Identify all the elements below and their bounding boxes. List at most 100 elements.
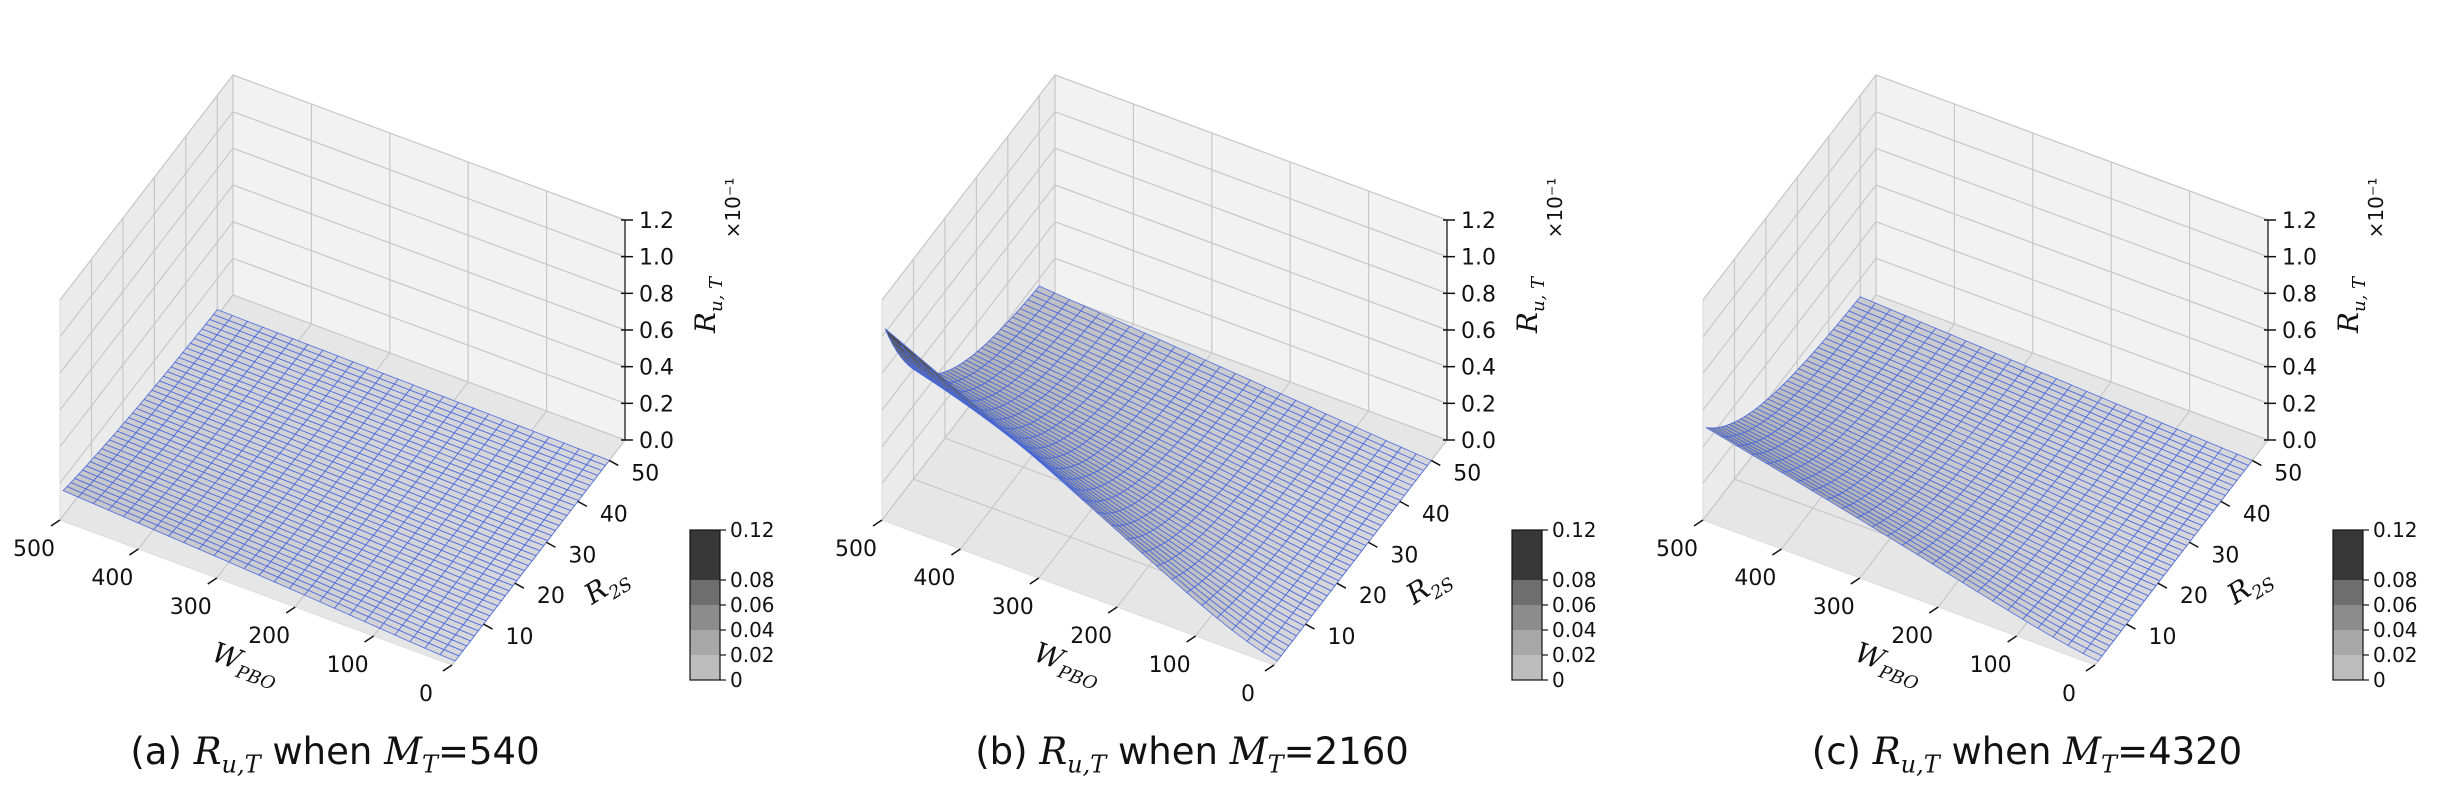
- colorbar-tick-label: 0.06: [730, 593, 775, 617]
- y-tick-mark: [483, 623, 493, 630]
- grid-line-z: [1702, 220, 2269, 448]
- y-tick-mark: [2157, 582, 2168, 589]
- grid-line-z: [59, 74, 626, 301]
- x-tick-mark: [1264, 664, 1275, 672]
- z-tick-label: 0.4: [639, 356, 674, 381]
- y-tick-label: 40: [600, 502, 628, 527]
- x-axis-label-sub: PBO: [1875, 661, 1921, 695]
- z-axis-label-sym: R: [2332, 312, 2365, 334]
- grid-line-z: [881, 257, 1448, 484]
- colorbar-tick-label: 0.04: [1552, 618, 1597, 642]
- x-axis-label-sub: PBO: [232, 661, 278, 695]
- x-tick-mark: [1850, 577, 1861, 585]
- z-tick-label: 1.0: [2282, 246, 2317, 271]
- z-tick-label: 0.0: [639, 429, 674, 454]
- z-axis-label-sub: u, T: [706, 275, 727, 312]
- z-tick-label: 0.2: [1461, 392, 1496, 417]
- colorbar-segment: [2333, 630, 2363, 655]
- z-tick-label: 0.0: [2282, 429, 2317, 454]
- x-tick-mark: [2007, 635, 2018, 643]
- z-axis-label-sub: u, T: [2349, 275, 2370, 312]
- surface: [62, 309, 611, 662]
- surface-patch: [1705, 427, 1726, 438]
- grid-line-z: [881, 110, 1448, 338]
- y-tick-mark: [545, 541, 556, 548]
- colorbar-tick-label: 0: [1552, 668, 1565, 692]
- x-tick-mark: [285, 606, 296, 614]
- y-tick-label: 20: [1359, 584, 1387, 609]
- z-tick-label: 0.0: [1461, 429, 1496, 454]
- z-tick-label: 0.2: [639, 392, 674, 417]
- grid-line-z: [881, 184, 1448, 411]
- x-tick-label: 500: [835, 537, 877, 562]
- x-tick-mark: [1107, 606, 1118, 614]
- colorbar-tick-label: 0.12: [1552, 518, 1597, 542]
- x-tick-mark: [207, 577, 218, 585]
- x-tick-label: 400: [1734, 566, 1776, 591]
- colorbar-tick-label: 0.02: [2373, 643, 2418, 667]
- y-tick-mark: [2220, 500, 2231, 508]
- grid-line-z: [1702, 74, 2269, 301]
- y-tick-label: 10: [2148, 625, 2176, 650]
- z-multiplier: ×10⁻¹: [2364, 178, 2388, 239]
- z-tick-label: 0.6: [639, 319, 674, 344]
- colorbar-segment: [2333, 580, 2363, 605]
- grid-line-z: [59, 110, 626, 338]
- colorbar-tick-label: 0: [2373, 668, 2386, 692]
- y-tick-mark: [608, 459, 619, 467]
- x-tick-label: 300: [170, 595, 212, 620]
- colorbar-tick-label: 0.04: [2373, 618, 2418, 642]
- x-tick-label: 500: [13, 537, 55, 562]
- colorbar-segment: [690, 630, 720, 655]
- y-tick-mark: [1305, 623, 1315, 630]
- z-tick-label: 0.2: [2282, 392, 2317, 417]
- y-tick-label: 40: [1422, 502, 1450, 527]
- y-tick-label: 40: [2243, 502, 2271, 527]
- colorbar-segment: [1512, 580, 1542, 605]
- colorbar-segment: [1512, 605, 1542, 630]
- z-axis-label: Ru, T: [2332, 275, 2370, 334]
- z-tick-label: 1.0: [1461, 246, 1496, 271]
- z-tick-label: 1.2: [1461, 209, 1496, 234]
- colorbar-segment: [1512, 630, 1542, 655]
- z-axis-label: Ru, T: [1511, 275, 1549, 334]
- z-tick-label: 0.6: [1461, 319, 1496, 344]
- grid-line-z: [1702, 184, 2269, 411]
- colorbar-tick-label: 0.04: [730, 618, 775, 642]
- x-tick-label: 100: [1149, 653, 1191, 678]
- x-tick-mark: [1029, 577, 1040, 585]
- z-axis-label-sym: R: [689, 312, 722, 334]
- x-tick-mark: [1693, 519, 1704, 527]
- grid-line-z: [881, 147, 1448, 374]
- y-tick-label: 50: [2274, 461, 2302, 486]
- x-tick-label: 0: [1241, 682, 1255, 707]
- surface-patch: [62, 486, 83, 498]
- y-tick-mark: [1336, 582, 1347, 589]
- x-tick-label: 100: [1970, 653, 2012, 678]
- colorbar: 0.12 0.080.060.040.020: [1511, 518, 1597, 692]
- x-tick-label: 400: [913, 566, 955, 591]
- y-tick-label: 10: [505, 625, 533, 650]
- colorbar-segment: [1512, 655, 1542, 680]
- caption-b: (b) Ru,T when MT=2160: [975, 730, 1409, 779]
- x-tick-mark: [364, 635, 375, 643]
- colorbar-segment: [690, 580, 720, 605]
- colorbar-tick-label: 0.08: [2373, 568, 2418, 592]
- y-tick-label: 10: [1327, 625, 1355, 650]
- colorbar: 0.12 0.080.060.040.020: [689, 518, 775, 692]
- grid-line-z: [1702, 147, 2269, 374]
- x-tick-mark: [2085, 664, 2096, 672]
- y-tick-label: 50: [631, 461, 659, 486]
- x-tick-mark: [872, 519, 883, 527]
- x-tick-mark: [442, 664, 453, 672]
- z-multiplier: ×10⁻¹: [721, 178, 745, 239]
- grid-line-z: [59, 220, 626, 448]
- colorbar-tick-label: 0.12: [2373, 518, 2418, 542]
- z-tick-label: 0.8: [1461, 282, 1496, 307]
- colorbar: 0.12 0.080.060.040.020: [2332, 518, 2418, 692]
- x-tick-label: 300: [992, 595, 1034, 620]
- y-tick-mark: [2251, 459, 2262, 467]
- x-axis-label-sub: PBO: [1054, 661, 1100, 695]
- x-tick-label: 200: [248, 624, 290, 649]
